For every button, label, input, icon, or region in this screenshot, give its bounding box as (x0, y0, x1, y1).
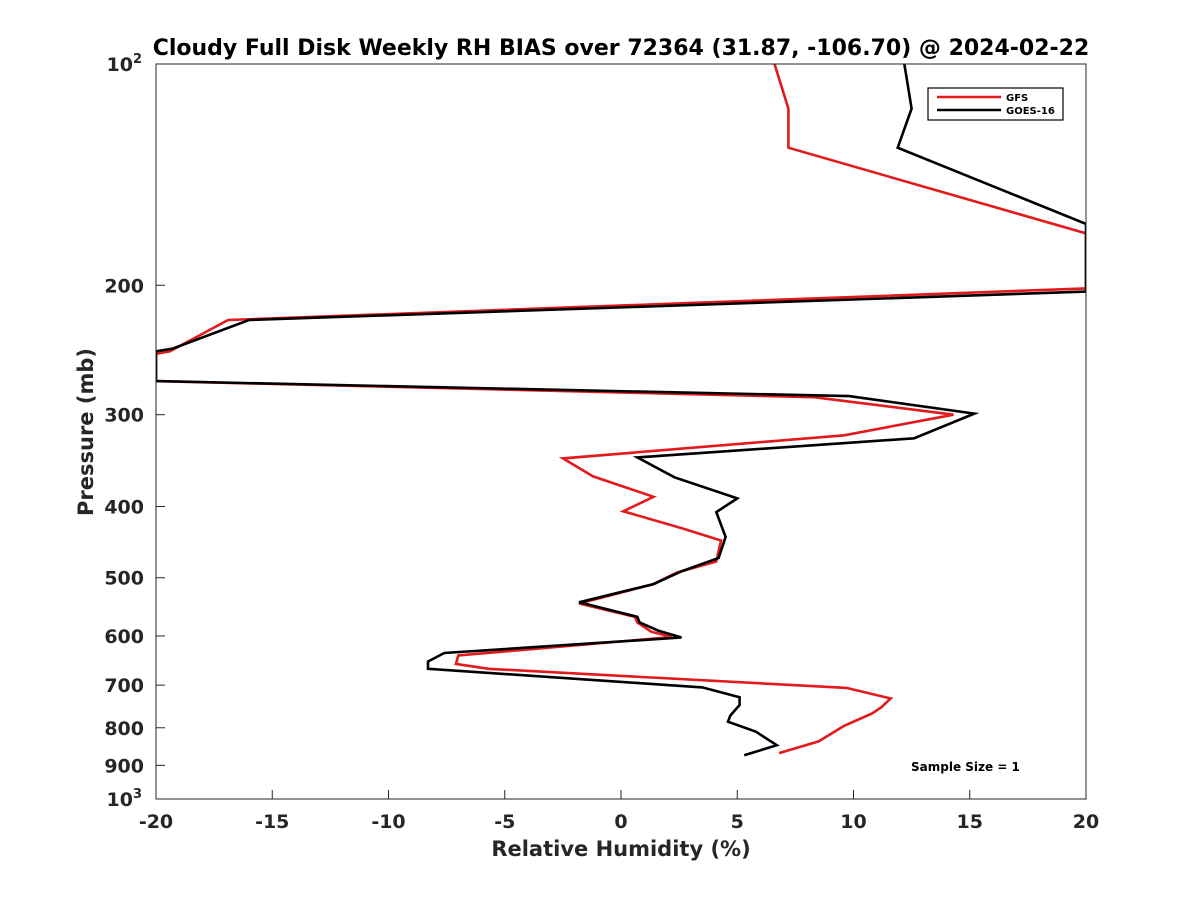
legend-box (927, 87, 1064, 121)
x-tick-label: 10 (840, 811, 866, 833)
y-axis-label: Pressure (mb) (74, 348, 98, 516)
x-axis-label: Relative Humidity (%) (491, 837, 750, 861)
y-tick-label: 600 (104, 626, 144, 648)
y-tick-label: 700 (104, 675, 144, 697)
x-tick-label: -15 (255, 811, 289, 833)
plot-frame (155, 63, 1087, 800)
y-tick-label: 400 (104, 497, 144, 519)
x-tick-label: -5 (494, 811, 515, 833)
y-tick-label: 500 (104, 568, 144, 590)
y-tick-label: 900 (104, 755, 144, 777)
y-tick-label: 10 (107, 789, 133, 811)
legend-label-goes-16: GOES-16 (1006, 106, 1055, 117)
x-tick-label: -20 (139, 811, 173, 833)
x-tick-label: 20 (1073, 811, 1099, 833)
legend: GFS GOES-16 (927, 87, 1064, 121)
x-axis: -20 -15 -10 -5 0 5 10 15 20 (139, 790, 1099, 833)
x-tick-label: 15 (957, 811, 983, 833)
y-tick-exponent: 3 (133, 787, 142, 802)
chart-title: Cloudy Full Disk Weekly RH BIAS over 723… (153, 36, 1090, 61)
legend-label-gfs: GFS (1006, 93, 1028, 104)
y-tick-label: 200 (104, 275, 144, 297)
y-tick-exponent: 2 (133, 52, 142, 67)
y-tick-label: 300 (104, 405, 144, 427)
series-layer (156, 64, 1086, 757)
y-tick-label: 10 (107, 54, 133, 76)
series-line-goes-16 (156, 64, 1086, 757)
y-tick-label: 800 (104, 718, 144, 740)
x-tick-label: 5 (731, 811, 744, 833)
x-tick-label: 0 (614, 811, 627, 833)
x-tick-label: -10 (371, 811, 405, 833)
sample-size-annotation: Sample Size = 1 (911, 760, 1020, 774)
